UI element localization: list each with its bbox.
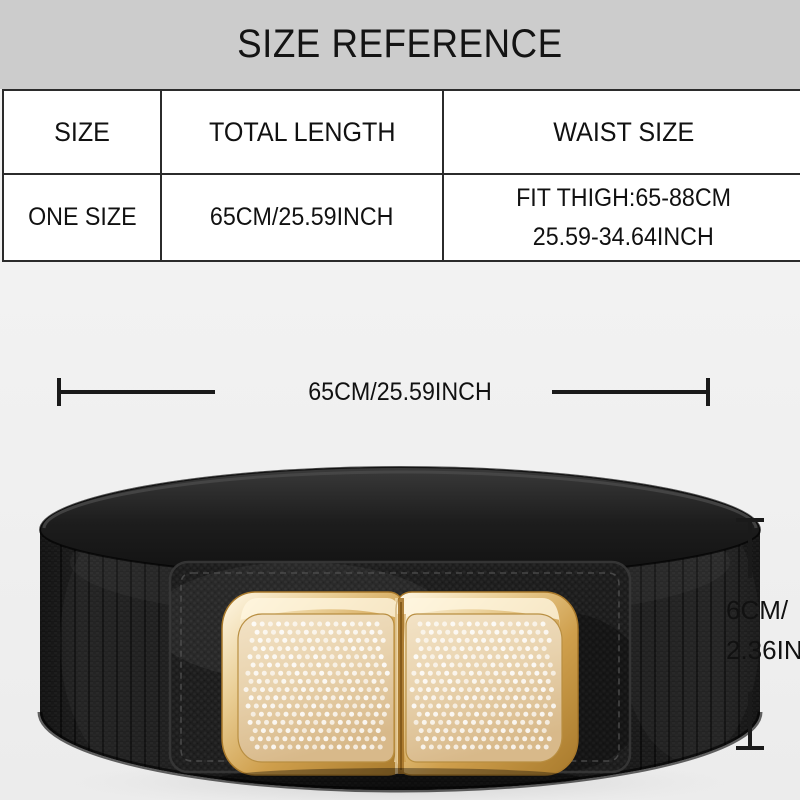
belt-svg	[37, 465, 763, 800]
length-dimension-bar-right	[552, 390, 710, 394]
width-dimension-line-2: 2.36IN	[726, 635, 800, 666]
size-table: SIZE TOTAL LENGTH WAIST SIZE ONE SIZE 65…	[2, 89, 800, 262]
cell-total-length: 65CM/25.59INCH	[160, 173, 444, 262]
column-header-size: SIZE	[2, 89, 162, 175]
header-banner: SIZE REFERENCE	[0, 0, 800, 89]
waist-size-line-2: 25.59-34.64INCH	[533, 222, 714, 251]
width-dimension-bar-bottom	[748, 692, 752, 750]
length-dimension: 65CM/25.59INCH	[0, 370, 800, 414]
panel-stitching	[180, 572, 620, 762]
buckle-plate-left	[221, 591, 405, 776]
width-dimension-label: 6CM/ 2.36IN	[726, 590, 800, 671]
length-dimension-bar-left	[57, 390, 215, 394]
length-dimension-label: 65CM/25.59INCH	[308, 378, 492, 406]
table-row: ONE SIZE 65CM/25.59INCH FIT THIGH:65-88C…	[2, 173, 800, 262]
cell-waist-size: FIT THIGH:65-88CM 25.59-34.64INCH	[442, 173, 800, 262]
width-dimension-line-1: 6CM/	[726, 595, 789, 625]
belt-illustration	[0, 262, 800, 800]
width-dimension: 6CM/ 2.36IN	[726, 512, 800, 757]
rhinestone-field-left	[237, 613, 395, 763]
page-title: SIZE REFERENCE	[237, 22, 563, 66]
length-dimension-cap-right	[706, 378, 710, 406]
cell-size: ONE SIZE	[2, 173, 162, 262]
column-header-waist-size: WAIST SIZE	[442, 89, 800, 175]
buckle-center-seam	[395, 598, 404, 774]
width-dimension-cap-bottom	[736, 746, 764, 750]
rhinestones-left	[243, 621, 390, 750]
waist-size-line-1: FIT THIGH:65-88CM	[516, 183, 731, 212]
column-header-total-length: TOTAL LENGTH	[160, 89, 444, 175]
rhinestones-right	[409, 621, 556, 750]
belt-inner-surface	[40, 467, 760, 578]
belt-buckle	[220, 591, 580, 788]
product-photo: 65CM/25.59INCH 6CM/ 2.36IN	[0, 262, 800, 800]
table-header-row: SIZE TOTAL LENGTH WAIST SIZE	[2, 89, 800, 175]
buckle-plate-right	[395, 591, 579, 776]
width-dimension-bar-top	[748, 520, 752, 578]
